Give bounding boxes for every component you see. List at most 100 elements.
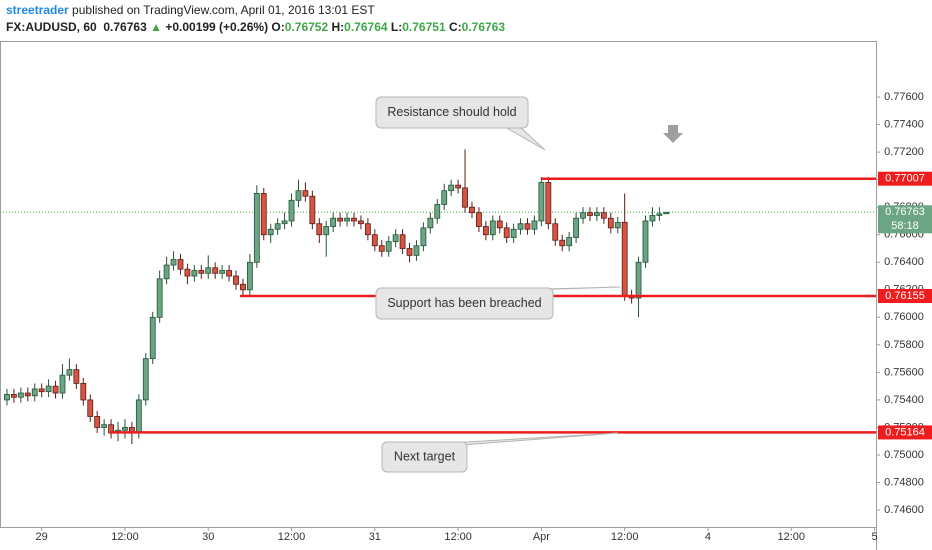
candle-body xyxy=(614,221,621,229)
candle-body xyxy=(371,234,378,247)
candle-body xyxy=(656,213,663,216)
x-tick-label: 12:00 xyxy=(278,531,306,543)
candle-body xyxy=(323,226,330,236)
candle-body xyxy=(524,223,531,230)
price: 0.76763 xyxy=(103,20,147,34)
y-tick-label: 0.74600 xyxy=(884,504,924,516)
candle-body xyxy=(469,206,475,214)
candle-body xyxy=(358,220,364,225)
y-tick-label: 0.75000 xyxy=(884,449,924,461)
candle-body xyxy=(378,245,385,252)
y-tick-label: 0.76000 xyxy=(884,311,924,323)
close-label: C: xyxy=(448,20,462,34)
candle-body xyxy=(184,268,191,277)
publish-line: streetrader published on TradingView.com… xyxy=(6,3,375,17)
x-tick-label: 12:00 xyxy=(611,531,639,543)
candle-body xyxy=(219,270,226,274)
candle-body xyxy=(503,227,510,238)
candle-body xyxy=(309,195,316,225)
x-tick-label: 12:00 xyxy=(444,531,472,543)
candle-body xyxy=(260,193,267,236)
open: 0.76752 xyxy=(284,20,329,34)
candle-body xyxy=(545,182,552,225)
candle-body xyxy=(635,261,642,299)
candle-body xyxy=(587,212,593,216)
candle-body xyxy=(621,221,628,296)
candle-body xyxy=(531,220,538,230)
candle-body xyxy=(87,399,94,417)
x-tick-label: Apr xyxy=(533,531,550,543)
candle-body xyxy=(281,220,288,225)
x-tick-label: 29 xyxy=(36,531,48,543)
candle-body xyxy=(337,217,344,222)
candle-body xyxy=(156,278,163,318)
candle-body xyxy=(476,212,482,227)
candle-body xyxy=(455,184,462,189)
candle-body xyxy=(253,193,260,263)
low-label: L: xyxy=(390,20,403,34)
candle-body xyxy=(212,267,219,274)
x-tick-label: 31 xyxy=(369,531,381,543)
candle-body xyxy=(406,248,413,256)
x-tick-label: 4 xyxy=(705,531,711,543)
candle-body xyxy=(94,416,101,428)
symbol-line: FX:AUDUSD, 60 0.76763 ▲ +0.00199 (+0.26%… xyxy=(6,20,505,34)
candle-body xyxy=(11,394,17,398)
up-arrow: ▲ xyxy=(150,20,162,34)
candle-body xyxy=(163,264,170,280)
candle-body xyxy=(170,259,177,266)
last-price-box xyxy=(878,205,932,234)
high-label: H: xyxy=(331,20,345,34)
y-tick-label: 0.77200 xyxy=(884,146,924,158)
callout-text: Support has been breached xyxy=(387,296,541,310)
candle-body xyxy=(233,275,239,285)
candle-body xyxy=(24,392,31,397)
open-label: O: xyxy=(271,20,285,34)
callout-text: Next target xyxy=(394,449,456,463)
candle-body xyxy=(316,223,323,236)
header: streetrader published on TradingView.com… xyxy=(0,0,932,40)
candle-body xyxy=(517,223,524,230)
callout-text: Resistance should hold xyxy=(387,105,516,119)
level-label-box xyxy=(878,171,932,186)
candle-body xyxy=(462,187,468,208)
candle-body xyxy=(198,270,205,274)
y-tick-label: 0.77400 xyxy=(884,119,924,131)
candle-body xyxy=(489,220,496,236)
candle-body xyxy=(559,239,566,247)
candle-body xyxy=(510,228,517,238)
symbol: FX:AUDUSD, 60 xyxy=(6,20,97,34)
candle-body xyxy=(135,399,142,434)
candle-body xyxy=(434,204,441,219)
candle-body xyxy=(385,241,392,252)
callout-box xyxy=(381,441,468,473)
candle-body xyxy=(246,261,253,291)
candle-body xyxy=(80,383,87,401)
candle-body xyxy=(344,217,350,222)
candle-body xyxy=(351,217,357,222)
candle-body xyxy=(642,220,649,263)
callout-box xyxy=(375,287,554,320)
candle-body xyxy=(448,184,455,192)
candle-body xyxy=(573,217,579,238)
candle-body xyxy=(649,215,656,222)
y-tick-label: 0.75800 xyxy=(884,339,924,351)
callout-tail xyxy=(504,126,546,151)
y-tick-label: 0.75400 xyxy=(884,394,924,406)
countdown: 58:18 xyxy=(891,220,919,232)
candle-body xyxy=(274,223,281,230)
x-tick-label: 30 xyxy=(202,531,214,543)
candle-body xyxy=(66,369,73,376)
candle-body xyxy=(38,388,45,393)
x-tick-label: 5 xyxy=(871,531,877,543)
level-label: 0.75164 xyxy=(885,426,925,438)
candle-body xyxy=(482,226,489,236)
callout-tail xyxy=(529,286,621,291)
candle-body xyxy=(295,190,302,201)
candle-body xyxy=(364,223,371,236)
candle-body xyxy=(427,217,434,229)
candle-body xyxy=(566,237,573,247)
author[interactable]: streetrader xyxy=(6,3,69,17)
